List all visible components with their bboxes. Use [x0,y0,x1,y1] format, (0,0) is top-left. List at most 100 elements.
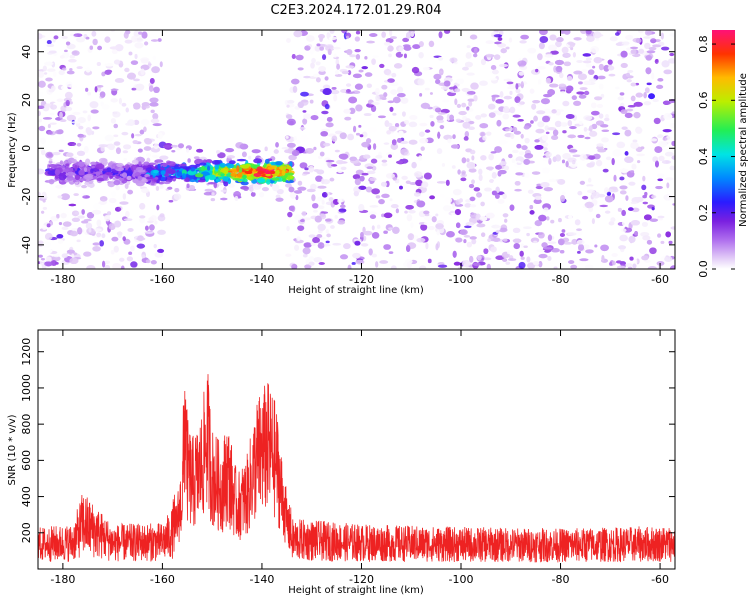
heatmap-cell [337,198,343,204]
heatmap-cell [572,52,576,58]
heatmap-cell [154,159,164,163]
heatmap-cell [313,169,320,172]
heatmap-cell [346,83,352,87]
x-tick-label: -140 [249,273,274,286]
heatmap-cell [534,220,543,227]
snr-y-ticks: 200 400 600 800 1000 1200 [20,338,675,543]
heatmap-cell [416,237,426,243]
heatmap-cell [597,75,606,80]
heatmap-cell [480,155,487,161]
heatmap-cell [319,116,326,121]
y-tick-label: 400 [20,486,33,507]
heatmap-cell [583,90,590,96]
heatmap-cell [92,175,97,180]
heatmap-cell [253,158,263,164]
colorbar-label: Normalized spectral amplitude [738,73,749,227]
heatmap-cell [539,30,548,36]
heatmap-cell [78,125,84,130]
heatmap-cell [608,221,615,226]
heatmap-cell [619,234,628,242]
heatmap-cell [578,121,583,126]
heatmap-cell [543,147,548,151]
heatmap-cell [323,142,331,147]
heatmap-cell [369,33,378,37]
colorbar: 0.0 0.2 0.4 0.6 0.8 Normalized spectral ampl… [697,30,749,278]
heatmap-cell [284,179,295,184]
heatmap-cell [52,151,61,156]
heatmap-cell [92,126,100,130]
heatmap-cell [38,168,45,175]
heatmap-cell [58,69,65,76]
heatmap-cell [343,243,351,250]
heatmap-cell [355,30,361,35]
heatmap-cell [363,230,373,236]
heatmap-cell [139,202,146,210]
heatmap-cell [630,82,637,87]
heatmap-cell [618,245,627,250]
heatmap-cell [586,186,594,190]
heatmap-cell [595,120,605,126]
heatmap-cell [490,246,497,253]
heatmap-cell [127,228,134,232]
heatmap-cell [403,53,407,59]
heatmap-cell [333,94,338,102]
heatmap-cell [148,217,154,221]
heatmap-cell [460,173,468,178]
heatmap-cell [502,258,508,262]
colorbar-ticks: 0.0 0.2 0.4 0.6 0.8 [697,35,735,278]
heatmap-cell [464,61,473,68]
heatmap-cell [315,77,321,83]
heatmap-cell [319,46,325,51]
heatmap-cell [395,123,400,128]
heatmap-cell [326,32,330,39]
heatmap-cell [442,205,452,212]
heatmap-cell [573,37,582,41]
heatmap-cell [512,126,518,132]
heatmap-cell [409,114,418,120]
heatmap-cell [85,186,91,190]
heatmap-cell [529,204,534,210]
heatmap-cell [476,179,481,184]
heatmap-cell [464,130,470,138]
heatmap-cell [220,173,225,177]
heatmap-cell [358,185,367,190]
heatmap-cell [291,263,298,269]
x-tick-label: -100 [449,273,474,286]
heatmap-cell [435,213,439,217]
heatmap-cell [538,261,543,268]
heatmap-cell [452,134,456,140]
heatmap-cell [642,175,646,182]
heatmap-cell [512,238,522,243]
heatmap-cell [608,73,616,77]
heatmap-cell [359,175,365,182]
heatmap-cell [495,193,500,199]
heatmap-cell [645,67,652,75]
heatmap-cell [311,194,316,202]
heatmap-cell [536,249,545,252]
heatmap-cell [465,52,472,59]
heatmap-cell [76,66,83,70]
heatmap-cell [405,180,411,185]
heatmap-cell [386,130,392,135]
heatmap-cell [505,128,511,132]
heatmap-cell [99,240,105,247]
snr-frame [37,329,676,570]
heatmap-cell [493,54,501,60]
heatmap-cell [56,98,64,102]
heatmap-cell [44,103,52,108]
heatmap-cell [140,68,145,76]
heatmap-cell [347,69,352,76]
heatmap-cell [131,87,137,91]
heatmap-cell [90,109,99,114]
heatmap-cell [591,110,600,116]
heatmap-cell [495,99,504,104]
heatmap-cell [423,221,433,226]
heatmap-cell [42,65,47,72]
heatmap-cell [125,30,131,35]
heatmap-cell [211,160,221,165]
heatmap-cell [181,173,187,179]
heatmap-cell [284,183,292,188]
x-tick-label: -120 [349,273,374,286]
heatmap-cell [157,38,162,42]
heatmap-cell [331,86,337,90]
